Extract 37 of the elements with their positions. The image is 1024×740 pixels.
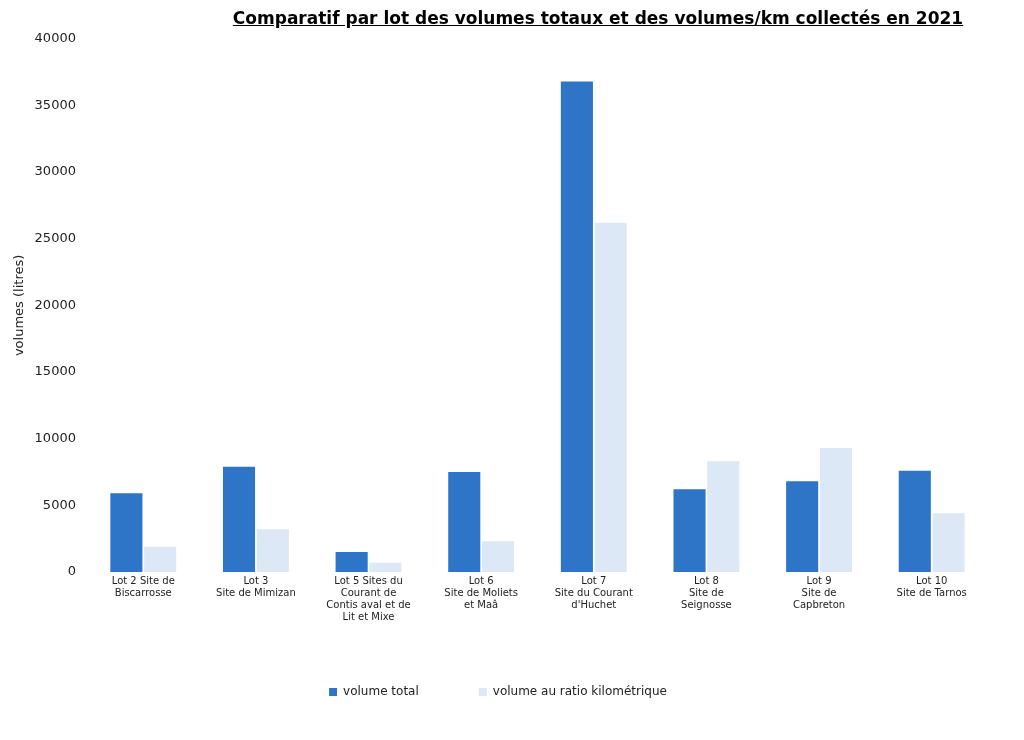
x-tick-label: Lot 7 Site du Courant d'Huchet bbox=[554, 574, 633, 610]
y-tick-label: 5000 bbox=[42, 496, 76, 512]
x-tick-label: Lot 3 Site de Mimizan bbox=[216, 574, 296, 598]
bar bbox=[222, 466, 256, 572]
bar bbox=[335, 552, 368, 572]
bar bbox=[144, 546, 177, 572]
y-tick-label: 10000 bbox=[34, 430, 76, 446]
x-tick-label: Lot 8 Site de Seignosse bbox=[681, 574, 732, 610]
bar bbox=[786, 481, 819, 572]
bar bbox=[482, 541, 515, 572]
y-axis-title: volumes (litres) bbox=[11, 254, 27, 357]
x-tick-label: Lot 9 Site de Capbreton bbox=[792, 574, 846, 610]
bar bbox=[256, 529, 289, 572]
x-tick-label: Lot 5 Sites du Courant de Contis aval et de Lit et Mixe bbox=[326, 574, 411, 622]
bar bbox=[932, 513, 965, 572]
bar bbox=[110, 493, 143, 572]
bar bbox=[673, 489, 706, 572]
y-tick-label: 35000 bbox=[34, 96, 76, 112]
y-tick-label: 25000 bbox=[34, 230, 76, 246]
bar bbox=[594, 222, 627, 572]
y-tick-label: 30000 bbox=[34, 163, 76, 179]
bar bbox=[560, 81, 593, 572]
x-tick-label: Lot 2 Site de Biscarrosse bbox=[111, 574, 175, 598]
y-tick-label: 15000 bbox=[34, 363, 76, 379]
bar bbox=[448, 472, 481, 572]
legend-label: volume au ratio kilométrique bbox=[492, 684, 667, 699]
bar bbox=[819, 448, 852, 572]
x-tick-label: Lot 10 Site de Tarnos bbox=[896, 574, 967, 598]
bar bbox=[707, 461, 740, 572]
chart-title: Comparatif par lot des volumes totaux et des volumes/km collectés en 2021 bbox=[231, 8, 965, 28]
y-tick-label: 20000 bbox=[34, 296, 76, 312]
bar bbox=[898, 470, 931, 572]
legend-label: volume total bbox=[343, 684, 419, 699]
y-tick-label: 0 bbox=[67, 563, 76, 579]
x-tick-label: Lot 6 Site de Moliets et Maâ bbox=[444, 574, 518, 610]
bar bbox=[369, 562, 402, 572]
y-tick-label: 40000 bbox=[34, 30, 76, 46]
